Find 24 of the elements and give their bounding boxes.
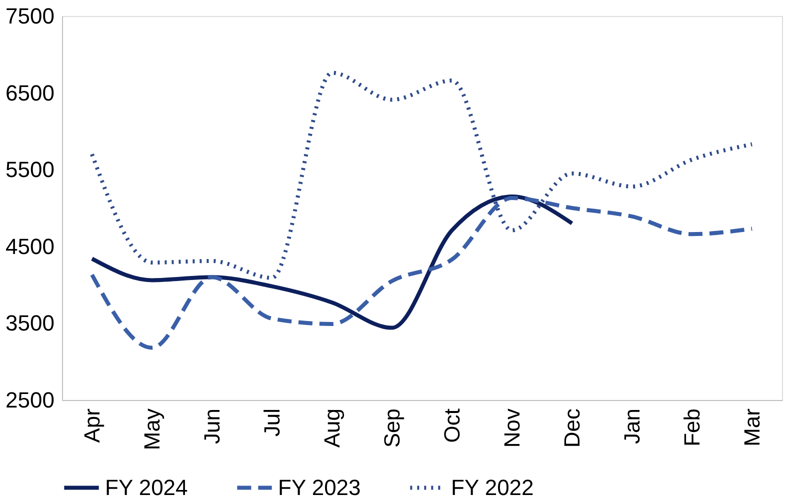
x-tick-label: Dec <box>560 408 584 448</box>
line-series <box>90 194 574 330</box>
x-tick-label: Aug <box>320 408 344 448</box>
x-tick-label: Mar <box>740 408 764 446</box>
legend-label: FY 2022 <box>451 474 534 500</box>
x-tick-label: Feb <box>680 408 704 446</box>
y-tick-label: 2500 <box>6 388 54 412</box>
y-tick-label: 6500 <box>6 80 54 106</box>
x-tick-label: Jun <box>200 408 224 444</box>
line-series <box>90 196 754 350</box>
x-tick-label: Jul <box>260 408 284 437</box>
x-tick-label: Jan <box>620 408 644 444</box>
y-tick-label: 3500 <box>6 310 54 336</box>
x-tick-label: Apr <box>80 408 104 443</box>
x-tick-label: Sep <box>380 408 404 448</box>
y-tick-label: 4500 <box>6 234 54 259</box>
x-tick-label: Oct <box>440 408 464 443</box>
line-series <box>90 70 754 280</box>
x-tick-label: May <box>140 408 164 450</box>
legend-label: FY 2024 <box>105 474 188 500</box>
x-tick-label: Nov <box>500 408 524 448</box>
legend-label: FY 2023 <box>278 474 361 500</box>
y-tick-label: 7500 <box>6 4 54 28</box>
y-tick-label: 5500 <box>6 157 54 182</box>
